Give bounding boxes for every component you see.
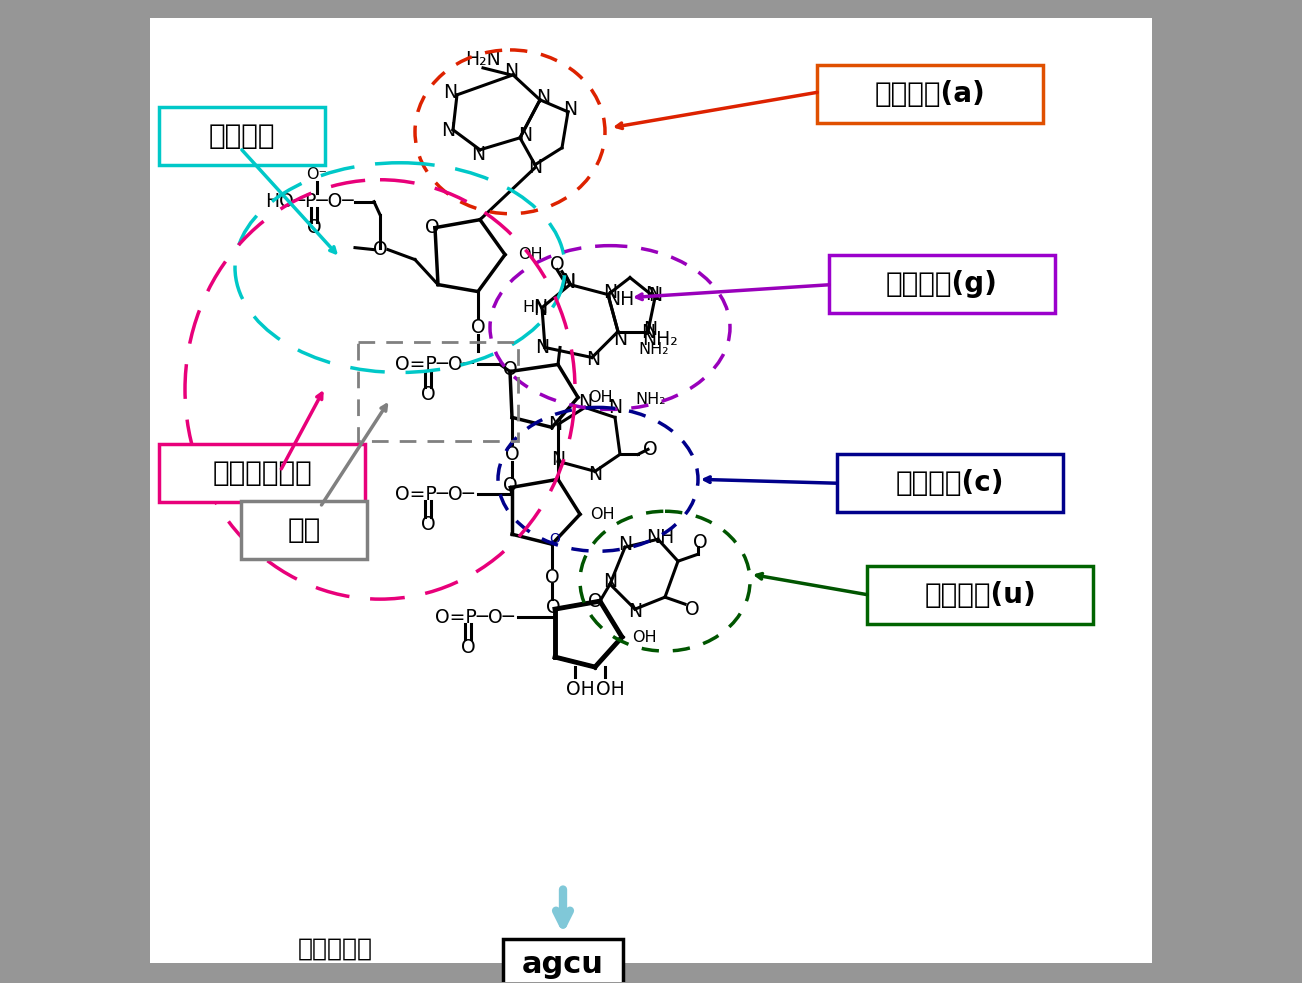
Text: N: N: [618, 535, 631, 553]
Text: NH: NH: [605, 290, 634, 309]
FancyBboxPatch shape: [867, 566, 1092, 624]
Text: OH: OH: [631, 629, 656, 645]
Text: O: O: [549, 532, 560, 547]
Text: OH: OH: [590, 507, 615, 522]
Text: O: O: [693, 533, 707, 551]
Text: NH: NH: [646, 528, 674, 547]
Text: N: N: [628, 602, 642, 620]
Text: N: N: [643, 320, 658, 339]
Text: N: N: [644, 285, 659, 304]
Text: H: H: [522, 300, 534, 316]
Bar: [150, 18, 1152, 962]
Text: O=P─O─: O=P─O─: [395, 485, 474, 504]
Text: NH₂: NH₂: [635, 392, 665, 407]
Text: NH₂: NH₂: [638, 342, 668, 357]
Text: H₂N: H₂N: [465, 50, 501, 70]
Text: NH₂: NH₂: [642, 330, 678, 349]
Text: 燐酸: 燐酸: [288, 516, 320, 545]
Text: N: N: [603, 572, 617, 591]
FancyBboxPatch shape: [159, 444, 365, 502]
Text: OH: OH: [595, 679, 625, 699]
Text: N: N: [518, 126, 533, 145]
Text: O: O: [546, 598, 560, 616]
FancyBboxPatch shape: [241, 501, 367, 559]
Text: N: N: [562, 100, 577, 119]
Text: N: N: [441, 121, 456, 141]
Text: O=P─O─: O=P─O─: [435, 607, 514, 626]
Text: O: O: [505, 445, 519, 464]
FancyBboxPatch shape: [816, 65, 1043, 123]
Text: N: N: [527, 158, 542, 177]
FancyBboxPatch shape: [829, 255, 1055, 313]
Text: 文字列表記: 文字列表記: [297, 937, 372, 960]
Text: N: N: [561, 273, 575, 292]
Text: OH: OH: [518, 247, 543, 262]
Text: N: N: [533, 298, 547, 318]
Text: N: N: [608, 398, 622, 417]
Text: O: O: [461, 638, 475, 657]
Text: O: O: [421, 385, 435, 404]
Text: O=P─O─: O=P─O─: [395, 355, 474, 374]
Text: N: N: [578, 393, 592, 412]
Text: N: N: [586, 350, 600, 369]
Text: N: N: [613, 330, 628, 349]
Text: O: O: [544, 567, 560, 587]
Text: N: N: [603, 283, 617, 302]
Text: N: N: [535, 338, 549, 357]
Text: OH: OH: [589, 390, 613, 405]
Text: N: N: [589, 465, 602, 484]
Text: O: O: [549, 256, 564, 274]
FancyBboxPatch shape: [837, 454, 1062, 512]
Text: N: N: [648, 286, 661, 305]
FancyBboxPatch shape: [159, 107, 326, 165]
Text: O: O: [424, 218, 439, 237]
Text: O: O: [421, 515, 435, 534]
Text: N: N: [533, 300, 547, 319]
Bar: [358, 341, 518, 441]
Bar: [503, 939, 622, 983]
Text: N: N: [504, 62, 518, 82]
Text: O: O: [471, 318, 486, 337]
Text: O: O: [503, 476, 517, 494]
Text: ウラシル(u): ウラシル(u): [924, 581, 1036, 609]
Text: N: N: [641, 323, 655, 342]
Text: N: N: [551, 450, 565, 469]
Text: ヌクレオチド: ヌクレオチド: [212, 459, 312, 488]
Text: O: O: [372, 240, 387, 260]
Text: シトシン(c): シトシン(c): [896, 469, 1004, 497]
Text: N: N: [443, 84, 457, 102]
Text: O: O: [503, 360, 517, 379]
Text: リボース: リボース: [208, 122, 275, 149]
Text: アデニン(a): アデニン(a): [875, 80, 986, 108]
Text: N: N: [471, 145, 486, 164]
Text: N: N: [536, 88, 549, 107]
Text: N: N: [561, 272, 575, 291]
Text: O: O: [307, 218, 322, 237]
Text: O: O: [587, 592, 603, 610]
Text: O: O: [643, 439, 658, 459]
Text: HO─P─O─: HO─P─O─: [266, 193, 354, 211]
Text: N: N: [548, 415, 562, 434]
Text: agcu: agcu: [522, 951, 604, 979]
Text: O: O: [685, 600, 699, 618]
Text: OH: OH: [565, 679, 595, 699]
Text: O⁻: O⁻: [306, 167, 328, 182]
Text: グアニン(g): グアニン(g): [887, 269, 997, 298]
